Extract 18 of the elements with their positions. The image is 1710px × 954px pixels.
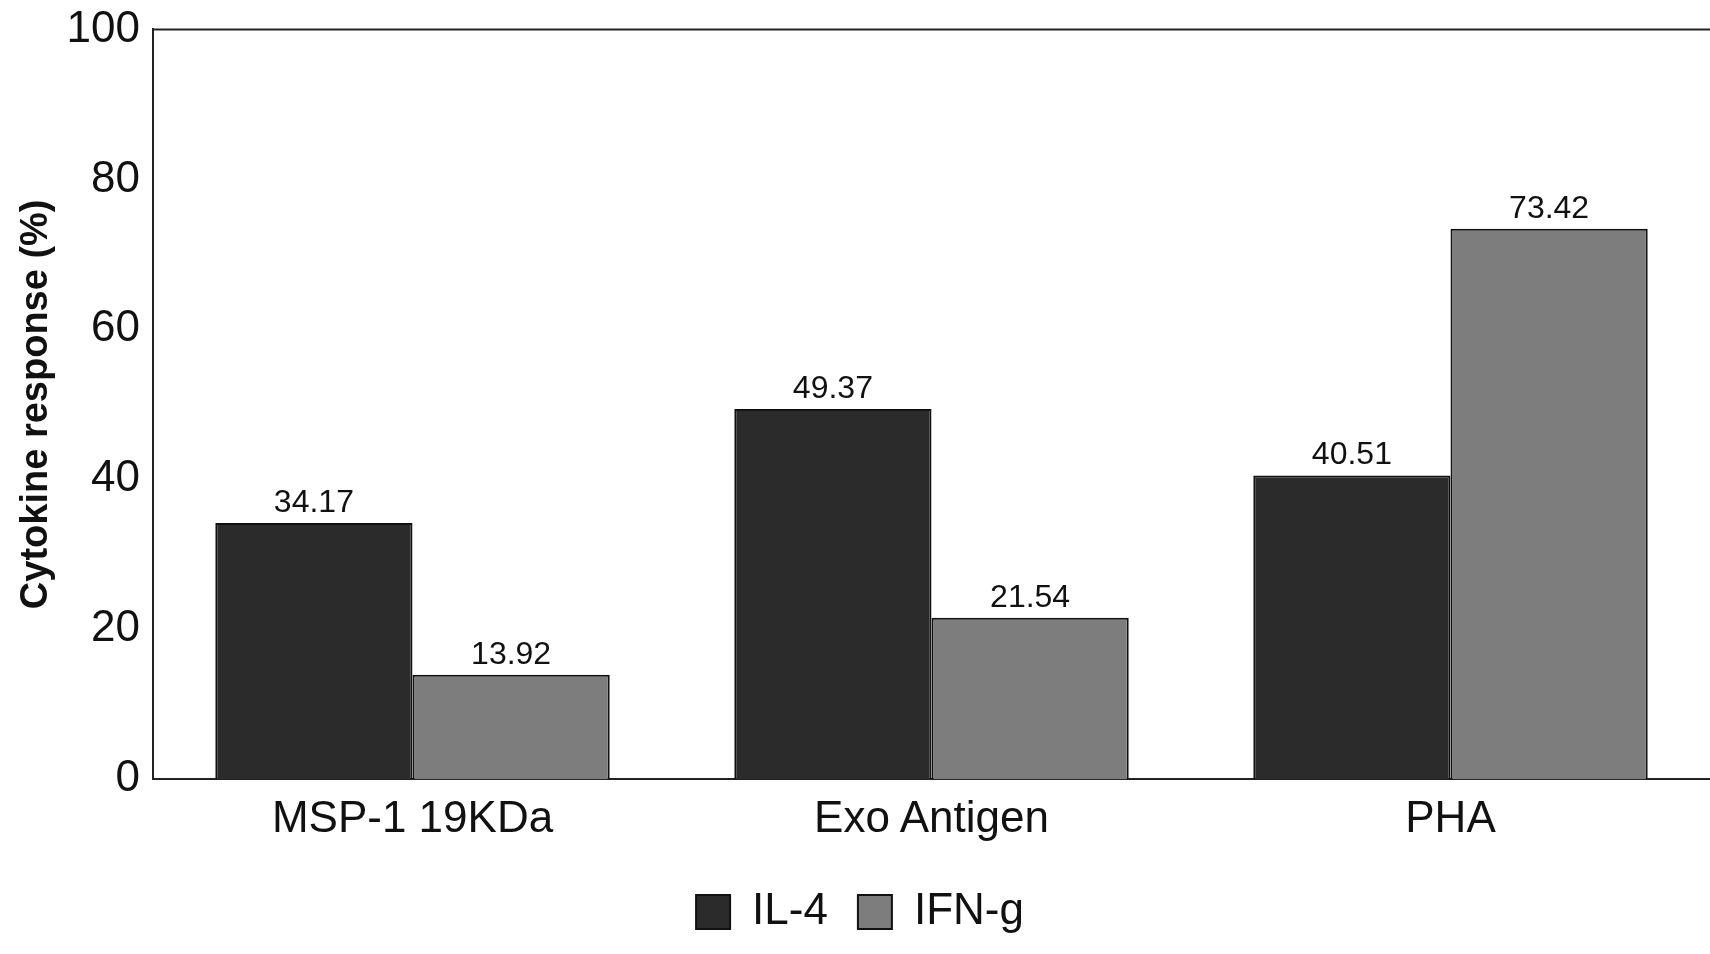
y-tick-label: 60: [91, 301, 141, 351]
y-tick-label: 80: [91, 151, 141, 201]
data-label: 13.92: [471, 634, 552, 671]
x-tick-label: Exo Antigen: [814, 791, 1049, 841]
legend-label: IL-4: [752, 884, 828, 934]
data-label: 49.37: [792, 368, 873, 405]
y-tick-label: 40: [91, 451, 141, 501]
data-label: 34.17: [273, 482, 354, 519]
data-label: 73.42: [1509, 188, 1590, 225]
data-label: 40.51: [1311, 435, 1392, 472]
y-tick-label: 0: [115, 751, 141, 801]
legend-label: IFN-g: [913, 884, 1024, 934]
y-tick-label: 100: [66, 1, 141, 51]
data-label: 21.54: [990, 577, 1071, 614]
y-axis-title: Cytokine response (%): [13, 199, 56, 610]
y-tick-label: 20: [91, 601, 141, 651]
x-tick-label: PHA: [1405, 791, 1497, 841]
x-tick-label: MSP-1 19KDa: [271, 791, 554, 841]
